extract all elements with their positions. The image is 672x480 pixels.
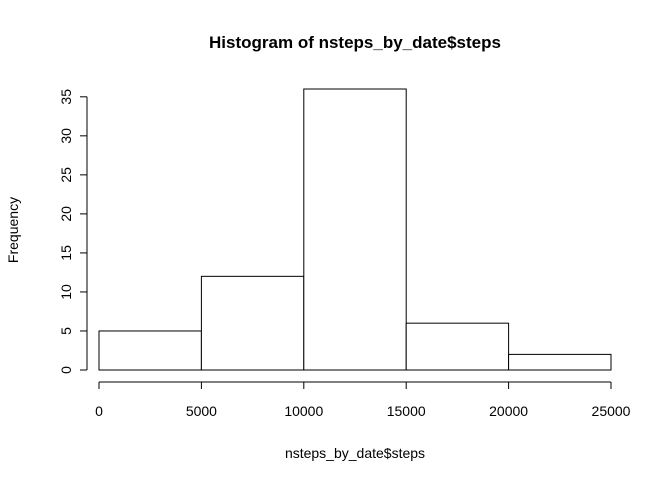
y-tick-label: 0: [58, 366, 74, 374]
chart-title: Histogram of nsteps_by_date$steps: [209, 33, 501, 52]
y-tick-label: 30: [58, 128, 74, 144]
histogram-bar-5: [508, 353, 612, 371]
x-tick-label: 10000: [284, 403, 323, 419]
histogram-bar-2: [200, 275, 305, 371]
y-tick-label: 20: [58, 206, 74, 222]
y-tick-label: 35: [58, 89, 74, 105]
histogram-bar-1: [98, 330, 202, 371]
x-tick-label: 5000: [186, 403, 217, 419]
x-axis: 0 5000 10000 15000 20000 25000: [95, 381, 631, 419]
x-tick-label: 15000: [387, 403, 426, 419]
y-tick-label: 10: [58, 284, 74, 300]
x-tick-label: 20000: [489, 403, 528, 419]
y-tick-label: 15: [58, 245, 74, 261]
x-tick-label: 0: [95, 403, 103, 419]
y-axis-label: Frequency: [5, 197, 21, 263]
y-tick-label: 25: [58, 167, 74, 183]
y-tick-label: 5: [58, 327, 74, 335]
x-axis-label: nsteps_by_date$steps: [285, 445, 425, 461]
histogram-bar-3: [303, 88, 407, 371]
x-tick-label: 25000: [592, 403, 631, 419]
histogram-bars: [98, 88, 612, 371]
histogram-bar-4: [405, 322, 510, 371]
y-axis: 0 5 10 15 20 25 30 35: [58, 89, 88, 374]
